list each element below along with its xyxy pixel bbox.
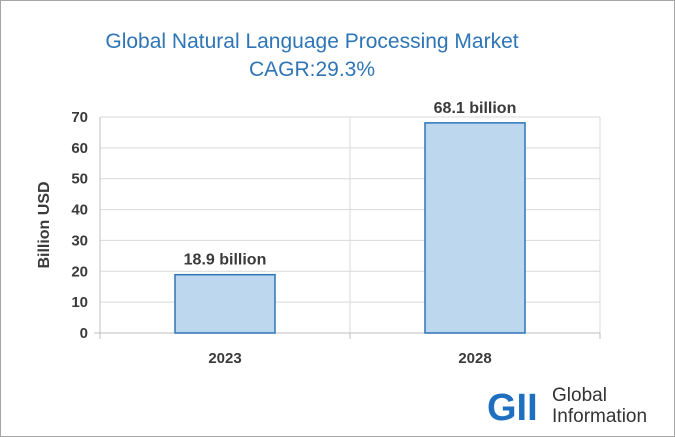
y-tick-label: 40 — [71, 202, 88, 219]
x-tick-label: 2028 — [458, 350, 491, 367]
y-axis-label: Billion USD — [36, 181, 53, 268]
global-information-logo: GII Global Information — [487, 385, 647, 429]
chart-subtitle: CAGR:29.3% — [249, 58, 375, 81]
data-labels: 18.9 billion 68.1 billion — [184, 100, 517, 269]
logo-mark: GII — [487, 387, 538, 429]
data-label-2028: 68.1 billion — [434, 100, 517, 117]
chart-title: Global Natural Language Processing Marke… — [105, 30, 518, 53]
x-tick-labels: 2023 2028 — [208, 350, 491, 367]
logo-line-2: Information — [552, 406, 647, 427]
y-tick-label: 10 — [71, 294, 88, 311]
x-tick-label: 2023 — [208, 350, 241, 367]
y-tick-labels: 0 10 20 30 40 50 60 70 — [71, 109, 88, 342]
y-tick-label: 60 — [71, 140, 88, 157]
y-tick-label: 50 — [71, 171, 88, 188]
logo-line-1: Global — [552, 385, 607, 406]
y-tick-label: 70 — [71, 109, 88, 126]
y-tick-label: 0 — [80, 325, 88, 342]
data-label-2023: 18.9 billion — [184, 252, 267, 269]
y-tick-label: 30 — [71, 232, 88, 249]
bars — [174, 122, 526, 334]
y-tick-label: 20 — [71, 263, 88, 280]
bar-2023 — [174, 273, 276, 334]
bar-2028 — [424, 122, 526, 334]
